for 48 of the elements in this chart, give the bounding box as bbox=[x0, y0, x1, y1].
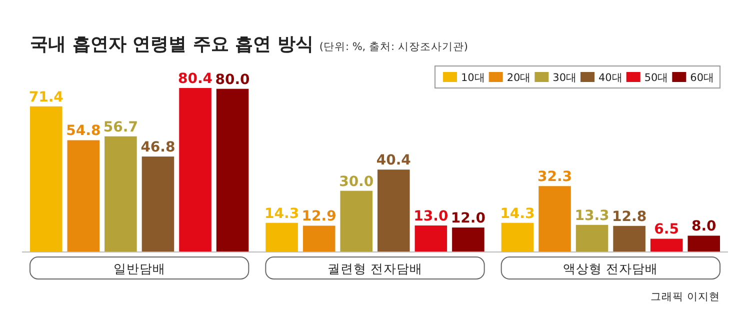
bar bbox=[538, 186, 571, 252]
bar bbox=[688, 236, 720, 252]
bar bbox=[501, 222, 534, 252]
x-tick-label: 궐련형 전자담배 bbox=[328, 261, 422, 276]
data-label: 56.7 bbox=[103, 119, 138, 136]
data-label: 8.0 bbox=[691, 218, 717, 235]
bar bbox=[378, 170, 410, 252]
bar bbox=[340, 190, 372, 252]
data-label: 13.3 bbox=[574, 208, 610, 224]
bar bbox=[452, 228, 484, 252]
bar bbox=[414, 225, 448, 252]
data-label: 12.9 bbox=[302, 208, 336, 225]
bar bbox=[179, 88, 212, 252]
chart-subtitle: (단위: %, 출처: 시장조사기관) bbox=[319, 41, 468, 53]
chart-title: 국내 흡연자 연령별 주요 흡연 방식 bbox=[30, 34, 314, 55]
legend-label: 30대 bbox=[552, 72, 578, 84]
legend-label: 20대 bbox=[506, 72, 532, 84]
text: 그래픽 이지현 bbox=[650, 291, 720, 303]
bar bbox=[104, 136, 137, 252]
data-label: 14.3 bbox=[264, 206, 300, 222]
legend-label: 40대 bbox=[598, 72, 623, 84]
data-label: 14.3 bbox=[500, 206, 535, 222]
bar bbox=[216, 88, 249, 252]
data-label: 71.4 bbox=[28, 89, 64, 106]
data-label: 6.5 bbox=[654, 222, 679, 238]
legend-label: 60대 bbox=[690, 72, 715, 84]
data-label: 54.8 bbox=[66, 123, 101, 140]
bar bbox=[302, 226, 336, 252]
data-label: 80.0 bbox=[215, 72, 250, 88]
x-tick-label: 일반담배 bbox=[113, 261, 166, 276]
bar bbox=[613, 226, 646, 252]
legend-label: 50대 bbox=[644, 72, 669, 84]
data-label: 40.4 bbox=[376, 152, 412, 169]
data-label: 32.3 bbox=[537, 169, 572, 186]
legend-label: 10대 bbox=[461, 72, 486, 84]
bar bbox=[576, 224, 608, 252]
bar bbox=[650, 238, 683, 252]
data-label: 12.0 bbox=[450, 210, 486, 227]
bar bbox=[142, 156, 174, 252]
bar bbox=[67, 140, 100, 252]
data-label: 12.8 bbox=[612, 208, 647, 225]
data-label: 30.0 bbox=[339, 174, 374, 190]
x-tick-label: 액상형 전자담배 bbox=[563, 261, 658, 276]
bar bbox=[30, 106, 62, 252]
data-label: 13.0 bbox=[414, 208, 448, 224]
data-label: 46.8 bbox=[140, 140, 176, 156]
bar bbox=[266, 222, 298, 252]
data-label: 80.4 bbox=[178, 71, 213, 87]
